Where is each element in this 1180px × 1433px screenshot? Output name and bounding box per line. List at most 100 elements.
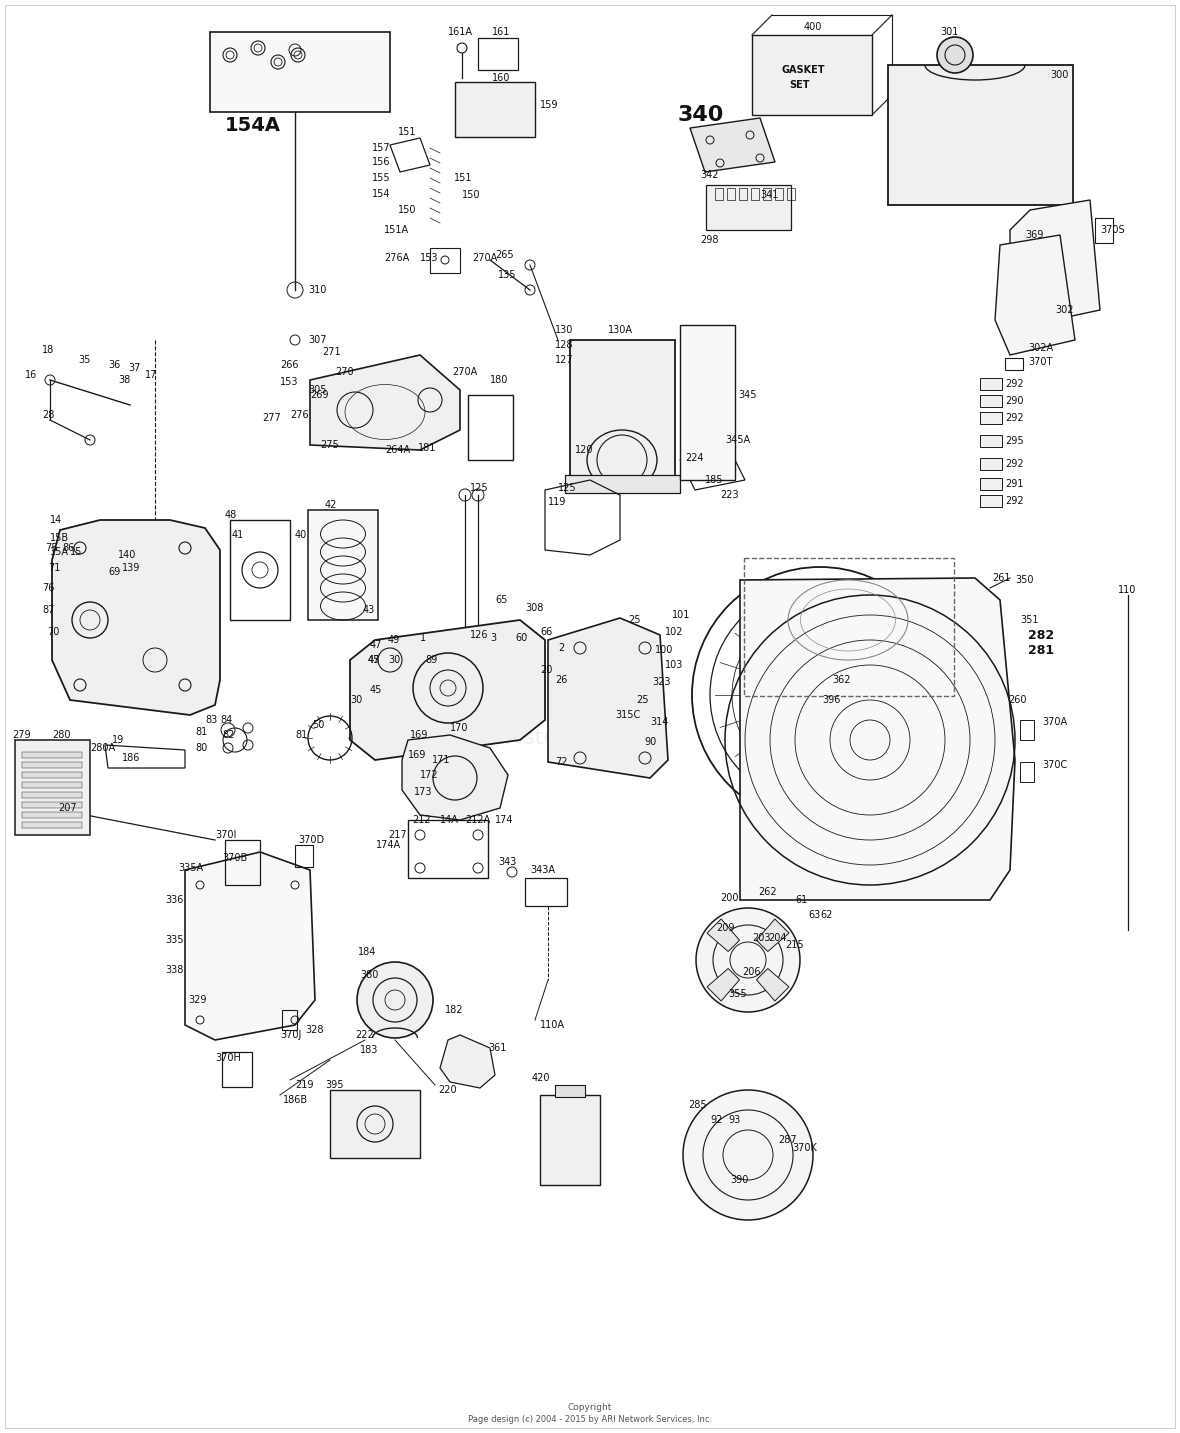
Text: 343: 343: [498, 857, 517, 867]
Circle shape: [937, 37, 974, 73]
Circle shape: [696, 909, 800, 1012]
Text: 370T: 370T: [1028, 357, 1053, 367]
Text: 307: 307: [308, 335, 327, 345]
Text: 135: 135: [498, 269, 517, 279]
Text: 302: 302: [1055, 305, 1074, 315]
Text: 161: 161: [492, 27, 511, 37]
Text: 292: 292: [1005, 378, 1023, 388]
Polygon shape: [756, 969, 789, 1002]
Bar: [22, 772, 81, 778]
Text: 125: 125: [558, 483, 577, 493]
Text: 151: 151: [398, 128, 417, 138]
Text: 323: 323: [653, 676, 670, 686]
Text: 150: 150: [463, 191, 480, 201]
Text: 264A: 264A: [385, 446, 411, 456]
Text: 66: 66: [540, 628, 552, 638]
Text: 370A: 370A: [1042, 716, 1067, 727]
Text: 340: 340: [678, 105, 725, 125]
Bar: [22, 823, 81, 828]
Text: 65: 65: [494, 595, 507, 605]
Bar: [680, 325, 735, 480]
Text: 170: 170: [450, 724, 468, 734]
Text: 207: 207: [58, 802, 77, 813]
Text: 81: 81: [295, 729, 307, 739]
Text: 62: 62: [820, 910, 832, 920]
Text: 220: 220: [438, 1085, 457, 1095]
Text: 100: 100: [655, 645, 674, 655]
Text: 203: 203: [752, 933, 771, 943]
Text: 287: 287: [778, 1135, 796, 1145]
Text: 89: 89: [425, 655, 438, 665]
Text: 156: 156: [372, 158, 391, 168]
Text: 30: 30: [388, 655, 400, 665]
Text: 369: 369: [1025, 231, 1043, 239]
Text: 48: 48: [225, 510, 237, 520]
Text: 270A: 270A: [472, 254, 497, 264]
Text: 28: 28: [42, 410, 54, 420]
Text: 277: 277: [262, 413, 281, 423]
Text: 17: 17: [145, 370, 157, 380]
Text: 50: 50: [312, 719, 325, 729]
Text: 103: 103: [666, 661, 683, 671]
Text: 219: 219: [295, 1080, 314, 1091]
Text: 169: 169: [409, 729, 428, 739]
Text: 160: 160: [492, 73, 511, 83]
Text: 153: 153: [280, 377, 299, 387]
Bar: [540, 1095, 599, 1185]
Text: 150: 150: [398, 205, 417, 215]
Text: 182: 182: [445, 1005, 464, 1015]
Bar: [750, 188, 759, 201]
Text: 14A: 14A: [440, 815, 459, 825]
Text: 25: 25: [628, 615, 641, 625]
Text: 154A: 154A: [225, 116, 281, 135]
Text: 204: 204: [768, 933, 787, 943]
Bar: [15, 739, 90, 835]
Text: 81: 81: [195, 727, 208, 737]
Text: 302A: 302A: [1028, 342, 1053, 353]
Text: 300: 300: [1050, 70, 1068, 80]
Bar: [763, 188, 771, 201]
Bar: [981, 479, 1002, 490]
Text: 350: 350: [1015, 575, 1034, 585]
Bar: [222, 1052, 253, 1088]
Bar: [1020, 762, 1034, 782]
Text: 200: 200: [720, 893, 739, 903]
Text: 351: 351: [1020, 615, 1038, 625]
Text: 61: 61: [795, 896, 807, 906]
Bar: [889, 64, 1073, 205]
Text: 370H: 370H: [215, 1053, 241, 1063]
Bar: [430, 248, 460, 274]
Text: 45: 45: [371, 685, 382, 695]
Text: 342: 342: [700, 171, 719, 181]
Bar: [22, 782, 81, 788]
Text: 380: 380: [360, 970, 379, 980]
Text: 329: 329: [188, 995, 206, 1005]
Text: 370D: 370D: [299, 835, 325, 845]
Text: Copyright: Copyright: [568, 1403, 612, 1413]
Text: 130A: 130A: [608, 325, 632, 335]
Bar: [478, 39, 518, 70]
Text: 262: 262: [758, 887, 776, 897]
Text: 270A: 270A: [452, 367, 477, 377]
Text: 370J: 370J: [280, 1030, 301, 1040]
Text: 224: 224: [686, 453, 703, 463]
Text: 151: 151: [454, 173, 472, 183]
Bar: [22, 813, 81, 818]
Text: 361: 361: [489, 1043, 506, 1053]
Text: 130: 130: [555, 325, 573, 335]
Text: 223: 223: [720, 490, 739, 500]
Text: 20: 20: [540, 665, 552, 675]
Polygon shape: [310, 355, 460, 450]
Text: 72: 72: [555, 757, 568, 767]
Text: 217: 217: [388, 830, 407, 840]
Bar: [210, 32, 391, 112]
Polygon shape: [350, 620, 545, 759]
Text: 90: 90: [644, 737, 656, 747]
Text: 266: 266: [280, 360, 299, 370]
Bar: [468, 396, 513, 460]
Text: 270: 270: [335, 367, 354, 377]
Text: 362: 362: [832, 675, 851, 685]
Text: 209: 209: [716, 923, 734, 933]
Text: 140: 140: [118, 550, 137, 560]
Text: 291: 291: [1005, 479, 1023, 489]
